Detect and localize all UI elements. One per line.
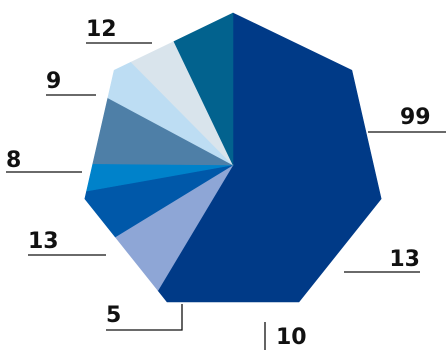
slice-label-3: 10: [276, 325, 307, 350]
slice-label-5: 13: [28, 229, 59, 254]
slice-labels: 99 13 10 5 13 8 9 12: [6, 17, 431, 350]
pie-slice-8: [173, 12, 234, 166]
leader-line-4: [106, 304, 183, 331]
slice-label-8: 12: [86, 17, 117, 42]
slice-label-4: 5: [106, 303, 121, 328]
leader-lines: [6, 42, 446, 350]
pie-slice-1: [157, 12, 382, 303]
slice-label-1: 99: [400, 105, 431, 130]
slice-label-7: 9: [46, 69, 61, 94]
slice-label-6: 8: [6, 148, 21, 173]
pie-slices: [84, 12, 382, 303]
slice-label-2: 13: [389, 247, 420, 272]
